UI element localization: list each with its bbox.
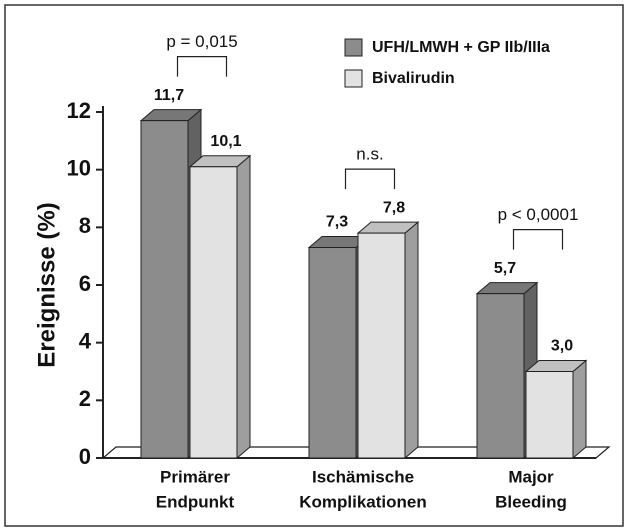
y-tick-label: 12 xyxy=(67,98,91,123)
x-tick-label: Endpunkt xyxy=(156,492,235,511)
legend-label: Bivalirudin xyxy=(372,70,455,87)
bar-side xyxy=(404,221,419,460)
x-tick-label: Ischämische xyxy=(312,467,414,486)
legend-swatch xyxy=(344,69,363,88)
x-tick-label: Bleeding xyxy=(495,492,567,511)
value-label: 10,1 xyxy=(210,133,241,150)
bar-side xyxy=(236,154,251,460)
bar xyxy=(308,247,357,459)
y-axis-label: Ereignisse (%) xyxy=(33,202,60,367)
y-tick-label: 0 xyxy=(79,444,91,469)
bracket xyxy=(344,168,396,190)
bar xyxy=(476,293,525,459)
y-tick-label: 10 xyxy=(67,155,91,180)
bracket xyxy=(176,56,228,77)
annotation: p < 0,0001 xyxy=(498,205,579,224)
bar xyxy=(357,232,406,459)
x-tick-label: Major xyxy=(508,467,554,486)
bar xyxy=(140,120,189,459)
x-tick-label: Primärer xyxy=(160,467,230,486)
y-tick-label: 4 xyxy=(79,328,92,353)
value-label: 7,8 xyxy=(383,199,405,216)
legend-swatch xyxy=(344,38,363,57)
y-tick-label: 6 xyxy=(79,271,91,296)
bar-side xyxy=(572,359,587,460)
value-label: 3,0 xyxy=(551,338,573,355)
y-tick-label: 2 xyxy=(79,386,91,411)
value-label: 7,3 xyxy=(326,214,348,231)
value-label: 11,7 xyxy=(154,87,184,104)
value-label: 5,7 xyxy=(494,260,516,277)
annotation: n.s. xyxy=(356,145,383,164)
annotation: p = 0,015 xyxy=(166,32,237,51)
bracket xyxy=(512,229,564,250)
legend-label: UFH/LMWH + GP IIb/IIIa xyxy=(372,39,550,56)
bar xyxy=(189,166,238,459)
bar xyxy=(525,371,574,459)
x-tick-label: Komplikationen xyxy=(299,492,427,511)
y-tick-label: 8 xyxy=(79,213,91,238)
